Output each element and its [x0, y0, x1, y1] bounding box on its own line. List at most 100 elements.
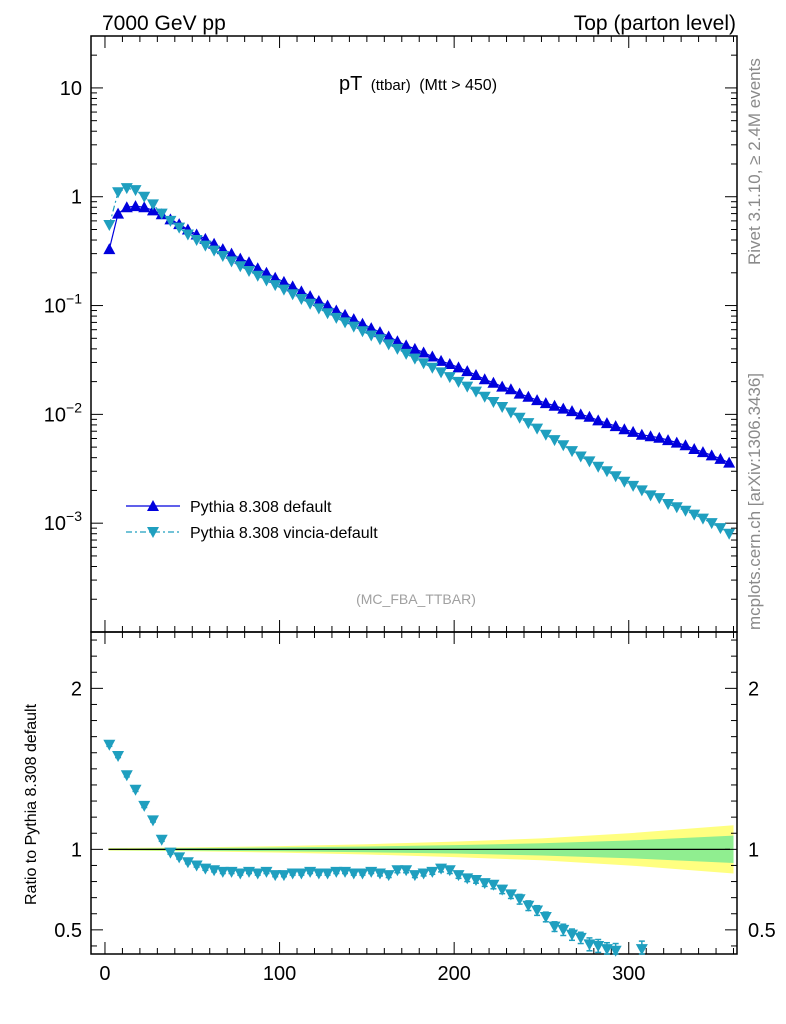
ratio-point-vincia [408, 870, 421, 882]
main-point-default [356, 317, 369, 329]
main-point-vincia [417, 358, 430, 370]
main-point-default [286, 280, 299, 292]
ratio-point-vincia [600, 944, 613, 956]
main-y-tick-label: 10−1 [44, 291, 82, 318]
ratio-point-vincia [190, 860, 203, 872]
main-point-default [548, 399, 561, 411]
main-point-default [330, 304, 343, 316]
main-point-default [304, 290, 317, 302]
main-point-vincia [723, 528, 736, 540]
main-point-default [670, 436, 683, 448]
ratio-y-tick-label: 2 [71, 678, 82, 700]
main-point-default [347, 313, 360, 325]
main-point-vincia [155, 208, 168, 220]
legend-marker-vincia [147, 527, 159, 538]
main-point-default [557, 402, 570, 414]
ratio-point-vincia [243, 866, 256, 878]
ratio-point-vincia [400, 865, 413, 877]
main-point-default [295, 285, 308, 297]
main-point-vincia [216, 251, 229, 263]
main-point-default [339, 308, 352, 320]
main-point-vincia [504, 407, 517, 419]
main-point-vincia [696, 513, 709, 525]
ratio-point-vincia [260, 866, 273, 878]
ratio-point-vincia [347, 868, 360, 880]
ratio-point-vincia [417, 868, 430, 880]
main-point-vincia [347, 321, 360, 333]
main-point-vincia [435, 367, 448, 379]
main-y-tick-label: 1 [71, 187, 82, 209]
main-point-vincia [400, 348, 413, 360]
main-y-tick-base: 10 [44, 296, 66, 318]
main-point-vincia [426, 362, 439, 374]
ratio-point-vincia [146, 815, 159, 827]
main-point-default [452, 361, 465, 373]
main-point-vincia [164, 215, 177, 227]
mcplots-label: mcplots.cern.ch [arXiv:1306.3436] [745, 373, 764, 630]
main-point-vincia [112, 187, 125, 199]
main-point-default [679, 439, 692, 451]
main-point-vincia [365, 330, 378, 342]
ratio-point-vincia [129, 784, 142, 796]
main-y-tick-label: 10−2 [44, 399, 82, 426]
main-point-default [321, 299, 334, 311]
main-point-default [225, 247, 238, 259]
ratio-point-vincia [574, 932, 587, 944]
main-point-vincia [208, 245, 221, 257]
plot-title-cut: (Mtt > 450) [419, 77, 497, 94]
ratio-point-vincia [304, 866, 317, 878]
ratio-x-axis: 0 100 200 300 [99, 632, 735, 985]
main-point-vincia [295, 293, 308, 305]
main-point-vincia [478, 391, 491, 403]
legend: Pythia 8.308 default Pythia 8.308 vincia… [126, 499, 378, 542]
ratio-x-tick-label: 100 [263, 963, 296, 985]
main-point-default [705, 449, 718, 461]
main-point-default [269, 271, 282, 283]
ratio-point-vincia [391, 865, 404, 877]
analysis-id-label: (MC_FBA_TTBAR) [356, 591, 476, 607]
ratio-point-vincia [557, 924, 570, 936]
main-point-default [478, 373, 491, 385]
main-point-vincia [522, 418, 535, 430]
legend-label-default: Pythia 8.308 default [190, 499, 332, 516]
main-point-default [513, 387, 526, 399]
ratio-point-vincia [277, 870, 290, 882]
ratio-point-vincia [155, 834, 168, 846]
ratio-point-vincia [435, 863, 448, 875]
ratio-panel: 0.5 0.5 1 1 2 2 0 100 200 300 Ratio to Pythia 8.… [23, 631, 776, 985]
ratio-point-vincia [103, 739, 116, 751]
main-point-vincia [688, 509, 701, 521]
main-point-vincia [487, 396, 500, 408]
main-point-vincia [469, 386, 482, 398]
main-point-vincia [321, 308, 334, 320]
main-point-vincia [243, 265, 256, 277]
main-point-default [653, 431, 666, 443]
ratio-y-tick-label-right: 2 [748, 678, 759, 700]
main-point-default [714, 452, 727, 464]
main-point-vincia [277, 284, 290, 296]
main-point-default [112, 207, 125, 219]
main-x-ticks [104, 36, 735, 632]
main-point-default [391, 335, 404, 347]
main-point-default [120, 201, 133, 213]
main-point-default [609, 420, 622, 432]
ratio-y-axis: 0.5 0.5 1 1 2 2 [54, 639, 776, 947]
main-point-vincia [146, 199, 159, 211]
ratio-point-vincia [443, 865, 456, 877]
main-point-default [382, 330, 395, 342]
ratio-x-tick-label: 300 [612, 963, 645, 985]
ratio-point-vincia [478, 878, 491, 890]
main-point-vincia [496, 401, 509, 413]
main-point-vincia [330, 312, 343, 324]
main-point-vincia [225, 256, 238, 268]
main-point-default [539, 397, 552, 409]
main-point-default [443, 358, 456, 370]
main-point-vincia [181, 229, 194, 241]
ratio-point-vincia [286, 868, 299, 880]
main-point-default [644, 430, 657, 442]
main-point-vincia [653, 493, 666, 505]
main-point-vincia [557, 440, 570, 452]
main-point-default [583, 410, 596, 422]
main-point-vincia [592, 461, 605, 473]
ratio-point-vincia [583, 939, 596, 951]
